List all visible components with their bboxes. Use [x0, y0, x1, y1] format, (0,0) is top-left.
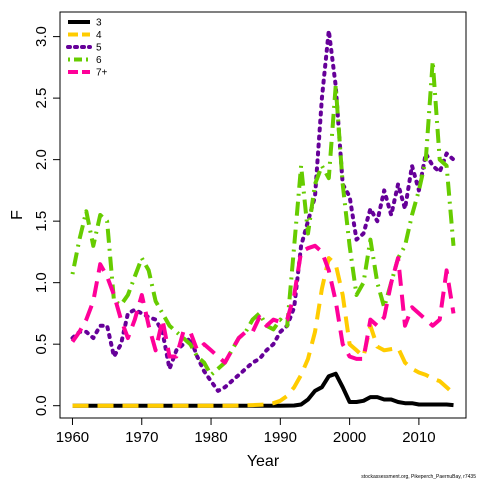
x-tick-label: 1990: [264, 429, 297, 446]
y-tick-label: 1.5: [33, 211, 50, 232]
series-line-4: [70, 243, 456, 365]
x-tick-label: 1980: [194, 429, 227, 446]
x-tick-label: 1960: [56, 429, 89, 446]
series-layer: [70, 28, 456, 408]
legend: 34 56 7+: [66, 18, 108, 79]
legend-label-4: 7+: [96, 68, 108, 79]
legend-label-3: 6: [96, 55, 102, 66]
x-axis: 1960 1970 1980 1990 2000 2010: [56, 418, 436, 446]
series-line-0: [72, 371, 454, 408]
y-tick-label: 2.0: [33, 149, 50, 170]
series-line-2: [70, 28, 456, 393]
legend-label-0: 3: [96, 18, 102, 29]
y-tick-label: 2.5: [33, 88, 50, 109]
y-tick-label: 3.0: [33, 26, 50, 47]
y-axis: 0.0 0.5 1.0 1.5 2.0 2.5 3.0: [33, 26, 60, 416]
legend-label-1: 4: [96, 30, 102, 41]
y-tick-label: 0.5: [33, 334, 50, 355]
x-tick-label: 2000: [333, 429, 366, 446]
y-tick-label: 0.0: [33, 395, 50, 416]
x-tick-label: 1970: [125, 429, 158, 446]
credit-text: stockassessment.org, Pikeperch_PaernuBay…: [361, 474, 476, 480]
x-axis-title: Year: [247, 453, 280, 470]
series-line-3: [70, 59, 456, 377]
series-line-1: [72, 256, 455, 408]
plot-frame: [59, 11, 467, 419]
legend-label-2: 5: [96, 43, 102, 54]
y-tick-label: 1.0: [33, 272, 50, 293]
x-tick-label: 2010: [402, 429, 435, 446]
y-axis-title: F: [9, 210, 26, 220]
